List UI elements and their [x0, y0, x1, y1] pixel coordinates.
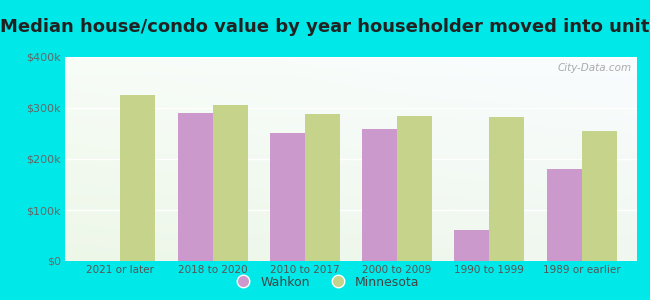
Bar	[454, 230, 489, 261]
Bar	[582, 131, 617, 261]
Bar	[397, 116, 432, 261]
Legend: Wahkon, Minnesota: Wahkon, Minnesota	[226, 271, 424, 294]
Bar	[270, 134, 305, 261]
Bar	[213, 105, 248, 261]
Bar	[177, 113, 213, 261]
Bar	[120, 95, 155, 261]
Bar	[362, 129, 397, 261]
Bar	[547, 169, 582, 261]
Text: Median house/condo value by year householder moved into unit: Median house/condo value by year househo…	[0, 18, 650, 36]
Text: City-Data.com: City-Data.com	[557, 63, 631, 73]
Bar	[489, 117, 525, 261]
Bar	[305, 114, 340, 261]
